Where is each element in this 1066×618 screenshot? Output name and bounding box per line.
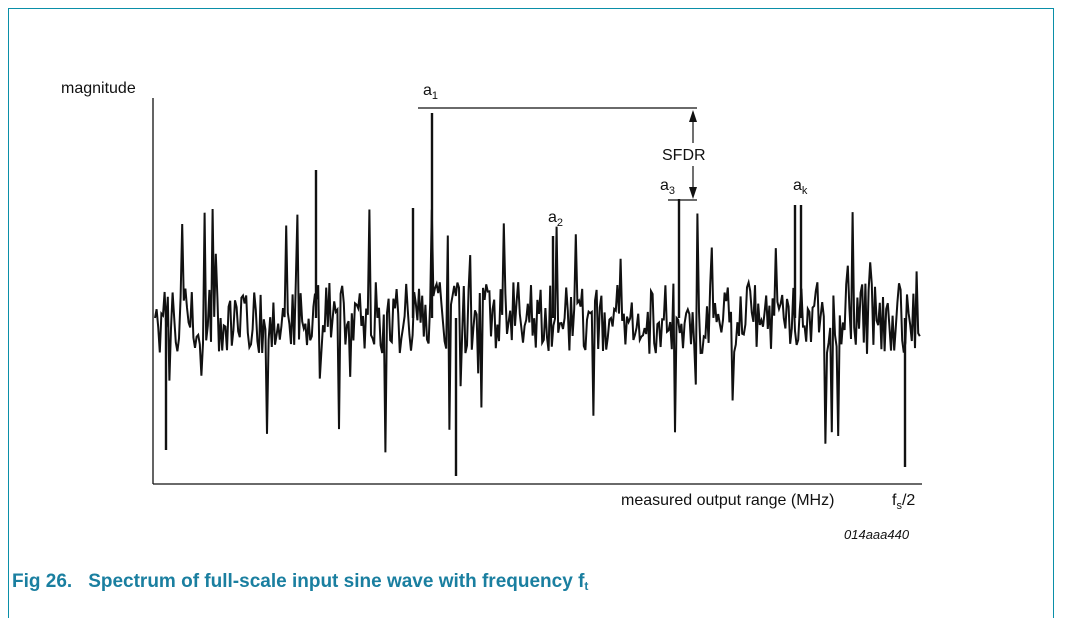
x-axis-label: measured output range (MHz) (621, 492, 834, 509)
figure-title-subscript: t (584, 579, 589, 593)
annotation-a2: a2 (548, 209, 563, 229)
spectrum-peaks (164, 113, 907, 476)
annotation-ak: ak (793, 177, 808, 197)
figure-title: Spectrum of full-scale input sine wave w… (88, 571, 585, 592)
figure-id-code: 014aaa440 (844, 527, 910, 542)
y-axis-label: magnitude (61, 80, 136, 97)
figure-frame (8, 8, 1054, 618)
annotation-a3: a3 (660, 177, 675, 197)
figure-caption: Fig 26. Spectrum of full-scale input sine… (12, 571, 588, 593)
annotation-sfdr: SFDR (662, 147, 706, 164)
sfdr-arrow-down-icon (689, 187, 697, 199)
figure-number: Fig 26. (12, 571, 73, 592)
sfdr-arrow-up-icon (689, 110, 697, 122)
x-axis-end-label: fs/2 (892, 492, 915, 512)
spectrum-trace (154, 208, 921, 453)
annotation-a1: a1 (423, 82, 438, 102)
